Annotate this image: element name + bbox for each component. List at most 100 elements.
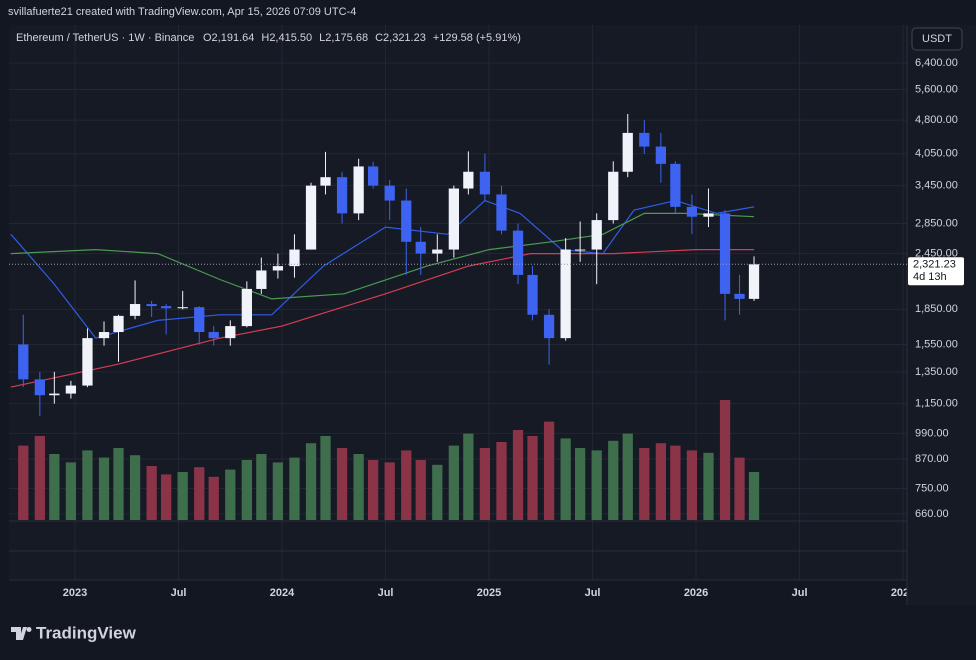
ohlc-value: O2,191.64 bbox=[203, 32, 254, 44]
candle-body bbox=[463, 171, 474, 189]
candle-body bbox=[448, 188, 459, 250]
volume-bar bbox=[256, 454, 267, 520]
x-tick-label: 2026 bbox=[684, 587, 708, 599]
volume-bar bbox=[432, 464, 443, 520]
y-tick-label: 2,450.00 bbox=[915, 247, 958, 259]
x-tick-label: Jul bbox=[171, 587, 187, 599]
candle-body bbox=[194, 307, 205, 333]
volume-bar bbox=[734, 457, 745, 520]
volume-bar bbox=[463, 433, 474, 520]
candle-body bbox=[367, 166, 379, 186]
volume-bar bbox=[448, 445, 459, 520]
candle-body bbox=[748, 264, 760, 299]
candle-body bbox=[289, 249, 300, 267]
volume-layer bbox=[18, 400, 760, 520]
volume-bar bbox=[608, 440, 619, 520]
x-tick-label: 2024 bbox=[270, 587, 295, 599]
candle-body bbox=[703, 213, 714, 217]
currency[interactable]: USDT bbox=[922, 33, 952, 45]
candle-body bbox=[98, 332, 110, 339]
volume-bar bbox=[65, 462, 77, 520]
candle-body bbox=[272, 266, 284, 271]
candle-body bbox=[479, 171, 491, 195]
countdown: 4d 13h bbox=[913, 271, 947, 283]
candle-body bbox=[113, 315, 124, 333]
candle-layer bbox=[18, 113, 760, 417]
candle-body bbox=[34, 379, 45, 396]
volume-bar bbox=[719, 400, 731, 520]
ohlc-value: L2,175.68 bbox=[319, 32, 368, 44]
candle-body bbox=[177, 307, 188, 309]
candle-body bbox=[575, 249, 586, 251]
candle-body bbox=[639, 132, 650, 147]
candle-body bbox=[208, 332, 219, 339]
y-tick-label: 4,050.00 bbox=[915, 148, 958, 160]
volume-bar bbox=[703, 452, 714, 520]
volume-bar bbox=[82, 450, 93, 520]
logo-icon bbox=[11, 627, 27, 640]
candle-body bbox=[543, 314, 555, 339]
volume-bar bbox=[512, 430, 524, 520]
last-price-label: 2,321.23 bbox=[913, 259, 956, 271]
logo: TradingView bbox=[11, 623, 137, 642]
volume-bar bbox=[241, 460, 252, 520]
candle-body bbox=[415, 241, 426, 254]
last-price-box bbox=[908, 257, 964, 286]
candle-body bbox=[146, 304, 157, 307]
volume-bar bbox=[225, 469, 236, 520]
price-axis bbox=[907, 25, 976, 605]
volume-bar bbox=[98, 457, 110, 520]
volume-bar bbox=[129, 455, 141, 520]
volume-bar bbox=[560, 438, 571, 520]
candle-body bbox=[591, 220, 602, 250]
candle-body bbox=[560, 249, 571, 339]
candle-body bbox=[512, 230, 524, 275]
volume-bar bbox=[655, 443, 667, 520]
candle-body bbox=[18, 344, 29, 380]
candle-body bbox=[305, 185, 317, 250]
volume-bar bbox=[272, 462, 284, 520]
volume-bar bbox=[384, 462, 395, 520]
volume-bar bbox=[320, 436, 331, 520]
y-tick-label: 6,400.00 bbox=[915, 57, 958, 69]
candle-body bbox=[401, 200, 412, 242]
ohlc-legend: O2,191.64 H2,415.50 L2,175.68 C2,321.23 +129… bbox=[203, 32, 521, 44]
volume-bar bbox=[401, 450, 412, 520]
volume-bar bbox=[177, 472, 188, 520]
candle-body bbox=[256, 270, 267, 289]
candle-body bbox=[353, 166, 364, 214]
volume-bar bbox=[336, 448, 348, 520]
candle-body bbox=[160, 306, 172, 309]
candle-body bbox=[432, 249, 443, 254]
y-tick-label: 2,850.00 bbox=[915, 217, 958, 229]
y-tick-label: 990.00 bbox=[915, 427, 949, 439]
moving-average bbox=[10, 212, 755, 300]
x-tick-label: Jul bbox=[792, 587, 808, 599]
volume-bar bbox=[49, 454, 60, 520]
ma-layer bbox=[10, 199, 755, 388]
y-tick-label: 5,600.00 bbox=[915, 83, 958, 95]
candle-body bbox=[655, 146, 667, 164]
ohlc-value: +129.58 (+5.91%) bbox=[433, 32, 521, 44]
volume-bar bbox=[575, 448, 586, 520]
logo-icon-dot bbox=[26, 627, 32, 632]
candle-body bbox=[49, 393, 60, 396]
volume-bar bbox=[479, 448, 491, 520]
currency-box[interactable] bbox=[911, 27, 963, 51]
candle-body bbox=[734, 293, 745, 299]
y-tick-label: 4,800.00 bbox=[915, 114, 958, 126]
candle-body bbox=[686, 206, 698, 217]
y-tick-label: 870.00 bbox=[915, 453, 949, 465]
candle-body bbox=[336, 177, 348, 214]
y-tick-label: 660.00 bbox=[915, 508, 949, 520]
volume-bar bbox=[18, 445, 29, 520]
chart-title: Ethereum / TetherUS · 1W · Binance bbox=[16, 32, 194, 44]
candle-body bbox=[719, 213, 731, 294]
y-tick-label: 3,450.00 bbox=[915, 180, 958, 192]
volume-bar bbox=[305, 443, 317, 520]
y-tick-label: 1,150.00 bbox=[915, 398, 958, 410]
volume-bar bbox=[748, 472, 760, 520]
y-tick-label: 750.00 bbox=[915, 482, 949, 494]
candle-body bbox=[608, 171, 619, 221]
volume-bar bbox=[543, 421, 555, 520]
